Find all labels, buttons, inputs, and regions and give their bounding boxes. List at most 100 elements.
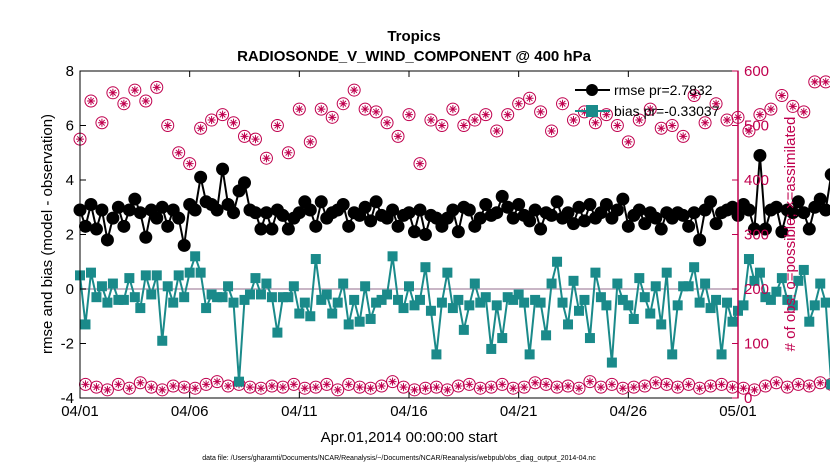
y-tick-label: 2 bbox=[66, 227, 74, 244]
bias-point bbox=[656, 319, 667, 330]
obs-assimilated-point bbox=[706, 382, 715, 391]
bias-point bbox=[650, 281, 661, 292]
bias-point bbox=[151, 270, 162, 281]
obs-assimilated-point bbox=[509, 384, 518, 393]
obs-possible-point bbox=[292, 102, 306, 116]
obs-assimilated-point bbox=[772, 378, 781, 387]
obs-possible-point bbox=[243, 380, 257, 394]
rmse-point bbox=[111, 200, 125, 214]
chart-title: Tropics bbox=[387, 28, 440, 45]
obs-assimilated-point bbox=[591, 118, 600, 127]
obs-possible-point bbox=[380, 116, 394, 130]
obs-possible-point bbox=[150, 80, 164, 94]
obs-assimilated-point bbox=[766, 105, 775, 114]
bias-point bbox=[431, 349, 442, 360]
obs-possible-point bbox=[254, 381, 268, 395]
obs-possible-point bbox=[742, 124, 756, 138]
bias-point bbox=[376, 294, 387, 305]
rmse-point bbox=[238, 176, 251, 190]
bias-point bbox=[776, 273, 787, 284]
rmse-point bbox=[122, 203, 136, 217]
rmse-point bbox=[276, 208, 290, 222]
bias-point bbox=[689, 262, 700, 273]
bias-point bbox=[321, 289, 332, 300]
obs-assimilated-point bbox=[569, 116, 578, 125]
obs-possible-point bbox=[84, 94, 98, 108]
bias-point bbox=[365, 313, 376, 324]
obs-assimilated-point bbox=[394, 132, 403, 141]
rmse-point bbox=[106, 211, 120, 225]
rmse-point bbox=[462, 203, 476, 217]
bias-point bbox=[711, 294, 722, 305]
obs-assimilated-point bbox=[415, 159, 424, 168]
rmse-point bbox=[747, 222, 761, 236]
bias-point bbox=[628, 313, 639, 324]
bias-point bbox=[743, 254, 754, 265]
bias-point bbox=[694, 297, 705, 308]
bias-point bbox=[157, 335, 168, 346]
legend: rmse pr=2.7832 bias pr=-0.33037 bbox=[575, 82, 720, 119]
obs-assimilated-point bbox=[635, 116, 644, 125]
obs-assimilated-point bbox=[185, 159, 194, 168]
bias-point bbox=[458, 324, 469, 335]
rmse-point bbox=[227, 206, 241, 220]
rmse-point bbox=[534, 222, 548, 236]
bias-point bbox=[809, 300, 820, 311]
rmse-point bbox=[161, 219, 175, 233]
obs-assimilated-point bbox=[207, 116, 216, 125]
bias-point bbox=[228, 297, 239, 308]
obs-assimilated-point bbox=[426, 116, 435, 125]
rmse-point bbox=[813, 192, 827, 206]
y-tick-label: 8 bbox=[66, 63, 74, 80]
bias-point bbox=[113, 294, 124, 305]
obs-possible-point bbox=[133, 376, 147, 390]
obs-possible-point bbox=[599, 108, 613, 122]
obs-possible-point bbox=[391, 129, 405, 143]
obs-assimilated-point bbox=[470, 116, 479, 125]
bias-point bbox=[541, 330, 552, 341]
obs-assimilated-point bbox=[799, 107, 808, 116]
rmse-point bbox=[128, 192, 142, 206]
obs-possible-point bbox=[610, 119, 624, 132]
obs-assimilated-point bbox=[596, 383, 605, 392]
obs-assimilated-point bbox=[317, 105, 326, 114]
obs-assimilated-point bbox=[701, 118, 710, 127]
bias-point bbox=[579, 294, 590, 305]
obs-possible-point bbox=[161, 119, 175, 132]
right-tick-label: 500 bbox=[744, 118, 769, 135]
obs-assimilated-point bbox=[383, 118, 392, 127]
obs-assimilated-point bbox=[607, 380, 616, 389]
obs-possible-point bbox=[797, 105, 811, 119]
bias-point bbox=[239, 294, 250, 305]
obs-assimilated-point bbox=[372, 107, 381, 116]
obs-possible-point bbox=[775, 89, 789, 103]
rmse-point bbox=[292, 206, 306, 220]
rmse-point bbox=[654, 222, 668, 236]
bias-point bbox=[683, 281, 694, 292]
obs-assimilated-point bbox=[646, 105, 655, 114]
obs-possible-point bbox=[320, 377, 334, 391]
bias-point bbox=[250, 273, 261, 284]
bias-point bbox=[168, 297, 179, 308]
obs-assimilated-point bbox=[574, 384, 583, 393]
obs-assimilated-point bbox=[679, 132, 688, 141]
bias-point bbox=[96, 281, 107, 292]
obs-assimilated-point bbox=[564, 382, 573, 391]
rmse-point bbox=[89, 222, 103, 236]
rmse-point bbox=[407, 225, 421, 239]
obs-possible-point bbox=[583, 375, 597, 389]
obs-assimilated-point bbox=[333, 385, 342, 394]
obs-assimilated-point bbox=[459, 121, 468, 130]
bias-point bbox=[491, 300, 502, 311]
obs-assimilated-point bbox=[783, 383, 792, 392]
rmse-point bbox=[632, 203, 646, 217]
rmse-point bbox=[194, 170, 208, 184]
obs-assimilated-point bbox=[750, 385, 759, 394]
bias-point bbox=[771, 286, 782, 297]
rmse-point bbox=[446, 203, 460, 217]
bias-point bbox=[201, 303, 212, 314]
bias-point bbox=[162, 281, 173, 292]
bias-point bbox=[590, 267, 601, 278]
obs-assimilated-point bbox=[492, 126, 501, 135]
obs-assimilated-point bbox=[125, 384, 134, 393]
